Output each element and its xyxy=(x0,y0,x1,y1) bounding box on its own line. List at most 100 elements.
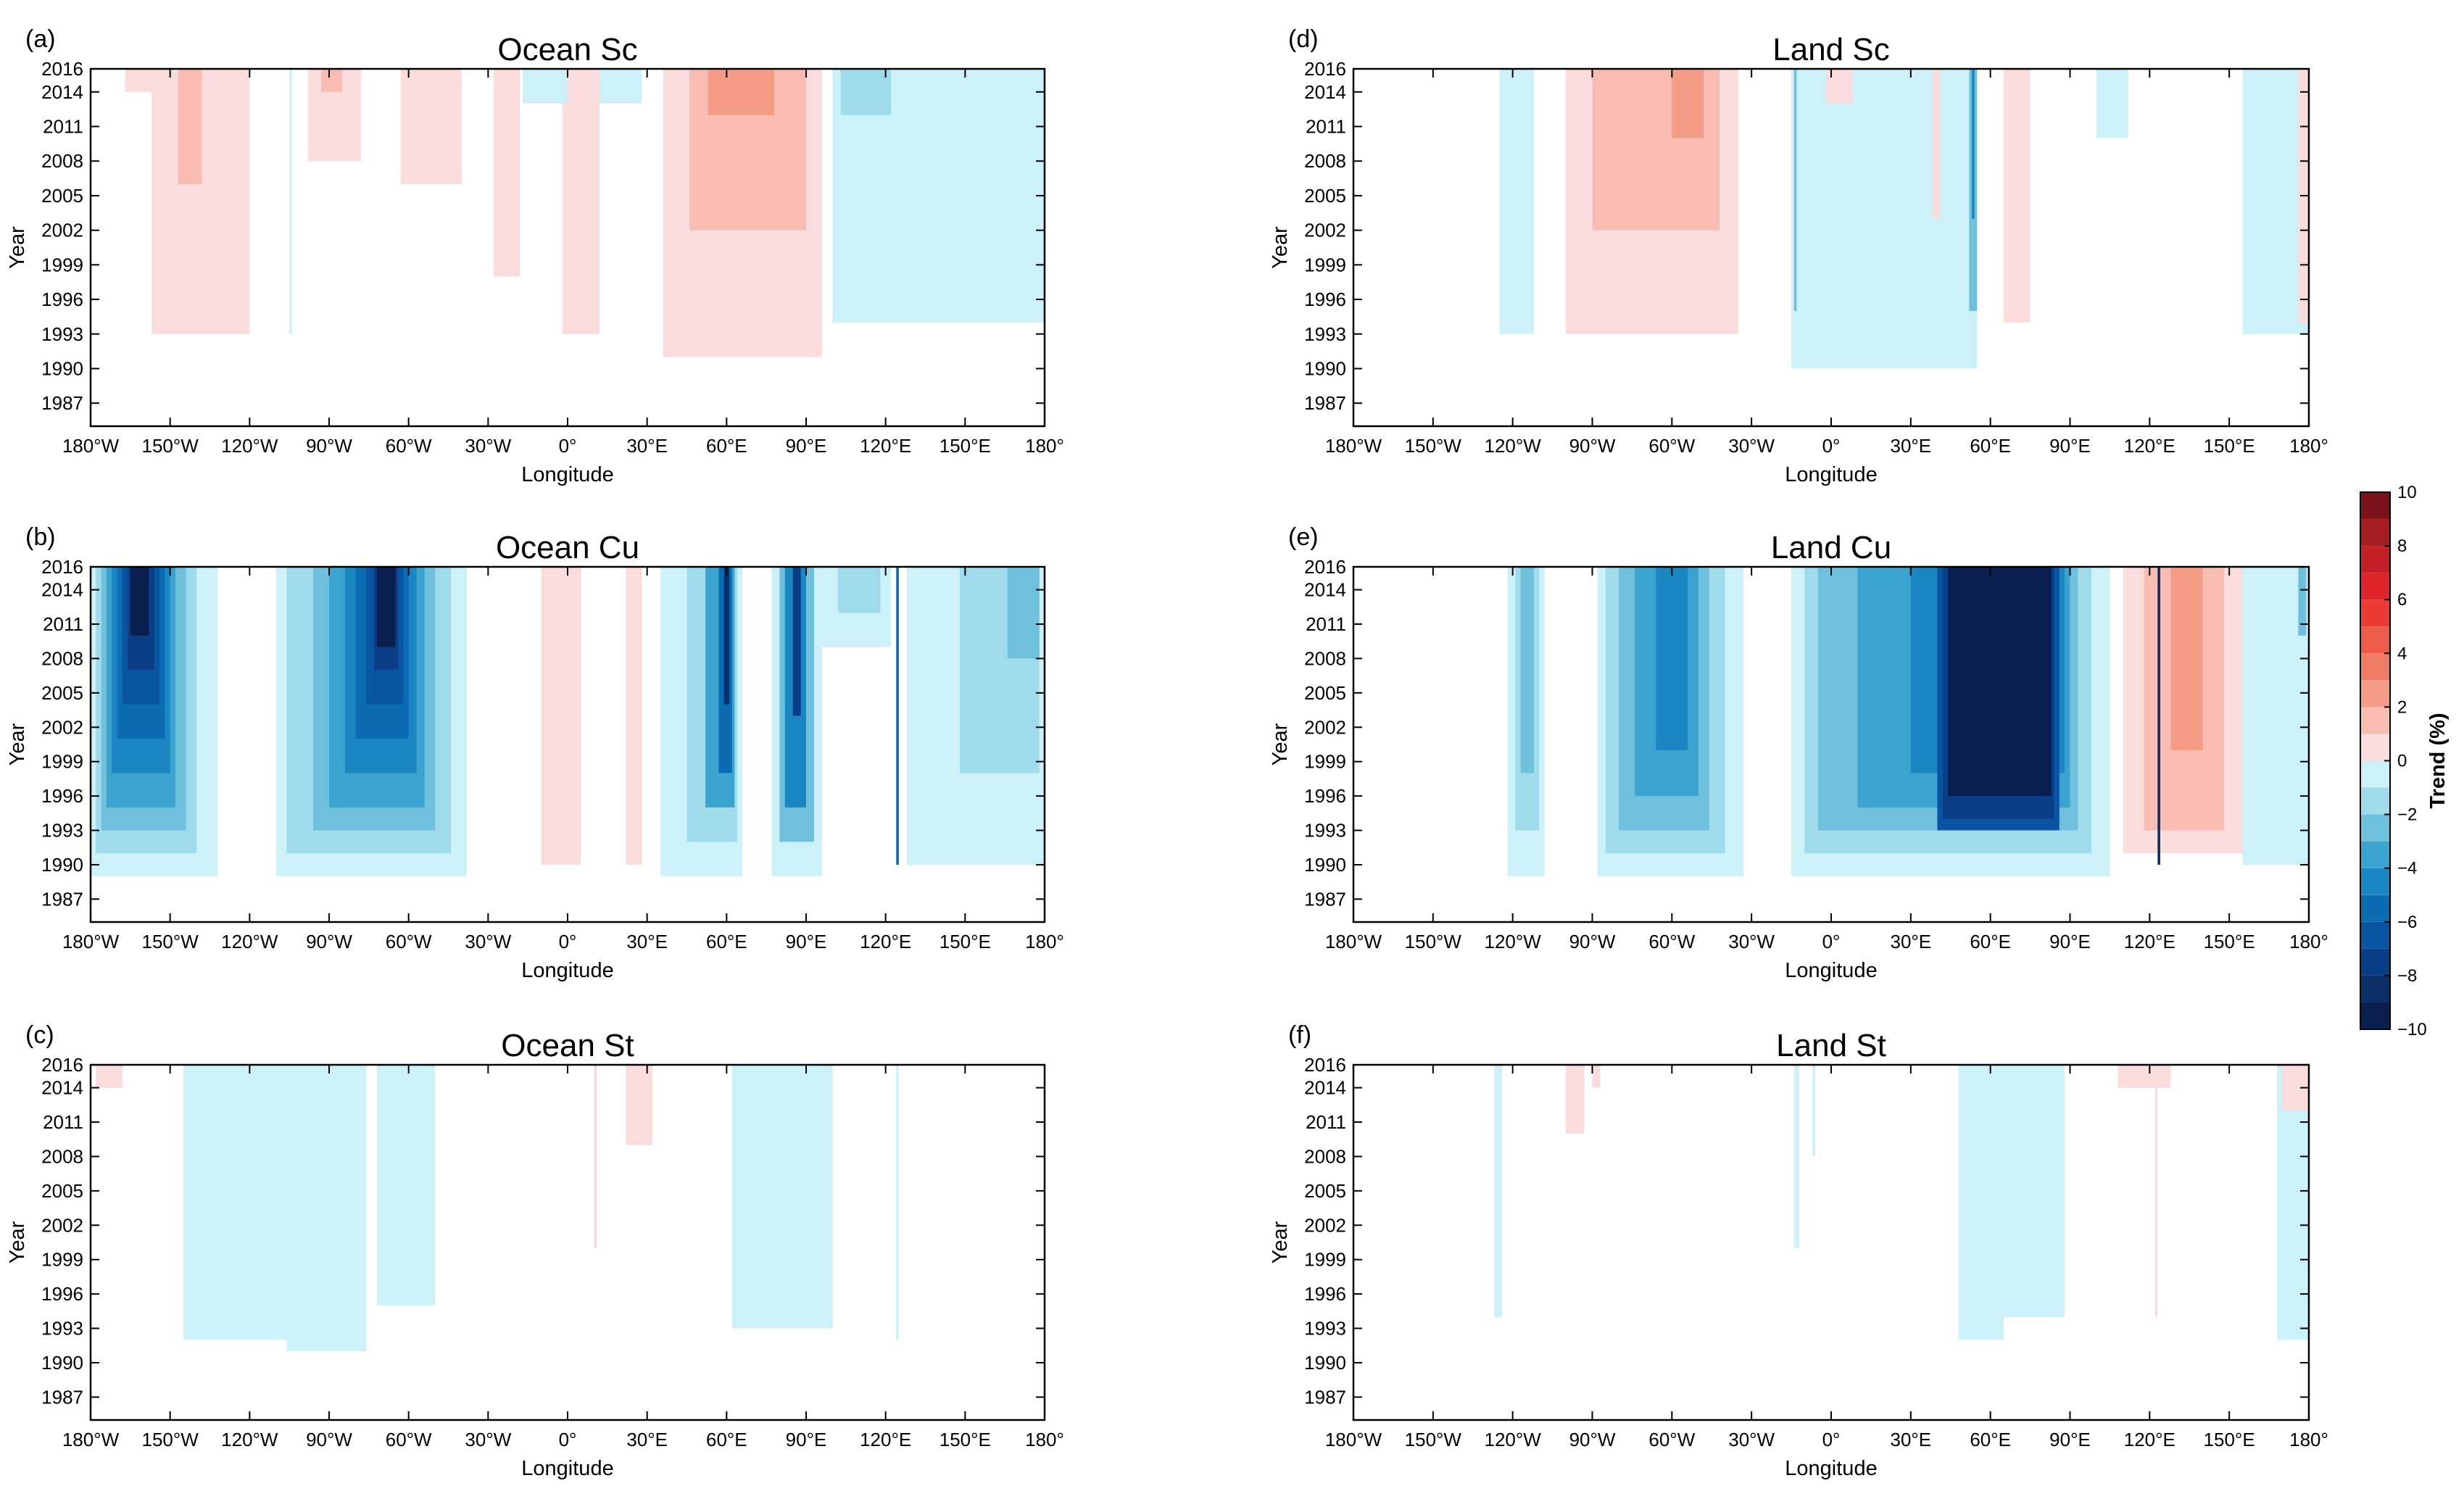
y-axis-label: Year xyxy=(6,226,29,269)
y-tick-label: 2005 xyxy=(1304,1180,1346,1202)
y-tick-label: 2011 xyxy=(1306,1111,1346,1133)
y-tick-label: 1999 xyxy=(41,751,83,773)
trend-regions xyxy=(1499,69,2309,369)
y-tick-label: 1987 xyxy=(1304,392,1346,414)
panel-title: Ocean St xyxy=(501,1028,634,1063)
colorbar-swatch xyxy=(2360,841,2390,868)
trend-region xyxy=(2003,1065,2065,1317)
x-tick-label: 60°W xyxy=(1648,435,1695,457)
colorbar-swatch xyxy=(2360,894,2390,922)
x-tick-label: 30°E xyxy=(1890,435,1931,457)
x-tick-label: 60°E xyxy=(1970,931,2011,952)
trend-region xyxy=(1812,1065,1816,1157)
x-tick-label: 120°E xyxy=(2124,931,2175,952)
trend-region xyxy=(708,69,775,115)
colorbar-tick-label: 0 xyxy=(2397,752,2407,771)
x-tick-label: 120°W xyxy=(221,931,278,952)
trend-region xyxy=(1499,69,1534,334)
x-axis-label: Longitude xyxy=(1785,959,1877,982)
trend-region xyxy=(594,1065,597,1248)
trend-region xyxy=(1793,69,1797,311)
x-tick-label: 150°E xyxy=(2204,1429,2255,1450)
colorbar-swatch xyxy=(2360,573,2390,600)
trend-region xyxy=(792,567,801,716)
y-tick-label: 1999 xyxy=(1304,751,1346,773)
y-tick-label: 2002 xyxy=(41,1214,83,1236)
y-tick-label: 2014 xyxy=(1304,579,1346,601)
x-tick-label: 180°W xyxy=(62,931,120,952)
trend-regions xyxy=(96,1065,899,1352)
x-tick-label: 120°E xyxy=(860,931,911,952)
x-tick-label: 60°W xyxy=(386,435,432,457)
y-tick-label: 1996 xyxy=(1304,1283,1346,1305)
trend-region xyxy=(96,1065,123,1088)
trend-region xyxy=(183,1065,287,1340)
colorbar-swatch xyxy=(2360,653,2390,681)
y-tick-label: 1999 xyxy=(41,254,83,275)
y-tick-label: 1996 xyxy=(1304,785,1346,807)
panel-label: (e) xyxy=(1288,523,1319,551)
trend-region xyxy=(1592,1065,1601,1088)
panel-d: 1987 1990 1993 1996 1999 2002 2005 2008 2011 2014… xyxy=(1269,25,2328,486)
y-tick-label: 1990 xyxy=(1304,854,1346,876)
colorbar-tick-label: −10 xyxy=(2397,1020,2427,1039)
x-tick-label: 90°E xyxy=(2049,931,2091,952)
colorbar-swatch xyxy=(2360,1002,2390,1029)
x-tick-label: 150°W xyxy=(1405,1429,1462,1450)
y-tick-label: 1996 xyxy=(41,785,83,807)
trend-region xyxy=(1793,1065,1800,1248)
trend-region xyxy=(723,567,729,705)
y-tick-label: 2002 xyxy=(41,220,83,241)
x-tick-label: 30°W xyxy=(465,435,511,457)
trend-region xyxy=(1494,1065,1503,1317)
y-tick-label: 2008 xyxy=(41,150,83,172)
trend-region xyxy=(321,69,343,92)
colorbar-swatch xyxy=(2360,707,2390,734)
x-tick-label: 90°W xyxy=(306,435,352,457)
x-tick-label: 180°W xyxy=(62,1429,120,1450)
y-tick-label: 1987 xyxy=(41,392,83,414)
y-tick-label: 2016 xyxy=(1304,58,1346,80)
x-tick-label: 120°E xyxy=(2124,1429,2175,1450)
y-tick-label: 1987 xyxy=(1304,1386,1346,1408)
x-tick-label: 60°E xyxy=(706,435,747,457)
y-tick-label: 1993 xyxy=(1304,323,1346,345)
colorbar: 10 8 6 4 2 0 −2 −4 −6 −8 −10 Trend (%) xyxy=(2360,483,2450,1039)
trend-region xyxy=(2242,69,2309,334)
x-tick-label: 60°W xyxy=(1648,1429,1695,1450)
y-tick-label: 1993 xyxy=(41,1318,83,1340)
trend-region xyxy=(731,1065,833,1329)
trend-regions xyxy=(1507,567,2309,876)
y-tick-label: 1990 xyxy=(41,854,83,876)
colorbar-swatch xyxy=(2360,734,2390,761)
x-tick-label: 120°W xyxy=(1485,435,1542,457)
x-axis-label: Longitude xyxy=(1785,1457,1877,1480)
panel-a: 1987 1990 1993 1996 1999 2002 2005 2008 2011 2014… xyxy=(6,25,1064,486)
colorbar-swatch xyxy=(2360,599,2390,627)
y-tick-label: 2011 xyxy=(1306,613,1346,635)
x-tick-label: 90°W xyxy=(1569,435,1616,457)
x-tick-label: 120°W xyxy=(221,1429,278,1450)
y-tick-label: 2005 xyxy=(41,185,83,207)
y-tick-label: 1999 xyxy=(1304,254,1346,275)
x-tick-label: 0° xyxy=(559,1429,577,1450)
y-tick-label: 2005 xyxy=(1304,682,1346,704)
y-tick-label: 2002 xyxy=(1304,1214,1346,1236)
y-tick-label: 2016 xyxy=(41,1054,83,1076)
x-tick-label: 60°E xyxy=(1970,1429,2011,1450)
x-tick-label: 30°E xyxy=(1890,931,1931,952)
trend-region xyxy=(1656,567,1688,750)
trend-region xyxy=(541,567,581,865)
colorbar-tick-label: −8 xyxy=(2397,966,2417,986)
panel-f: 1987 1990 1993 1996 1999 2002 2005 2008 2011 2014… xyxy=(1269,1021,2328,1480)
x-axis-label: Longitude xyxy=(1785,463,1877,486)
colorbar-swatch xyxy=(2360,626,2390,654)
y-tick-label: 2016 xyxy=(1304,556,1346,578)
y-tick-label: 1990 xyxy=(1304,1352,1346,1374)
trend-region xyxy=(376,1065,436,1305)
x-tick-label: 30°W xyxy=(1728,1429,1775,1450)
trend-region xyxy=(493,69,520,277)
y-tick-label: 2014 xyxy=(41,579,83,601)
x-tick-label: 60°W xyxy=(386,1429,432,1450)
y-tick-label: 2014 xyxy=(41,1077,83,1099)
